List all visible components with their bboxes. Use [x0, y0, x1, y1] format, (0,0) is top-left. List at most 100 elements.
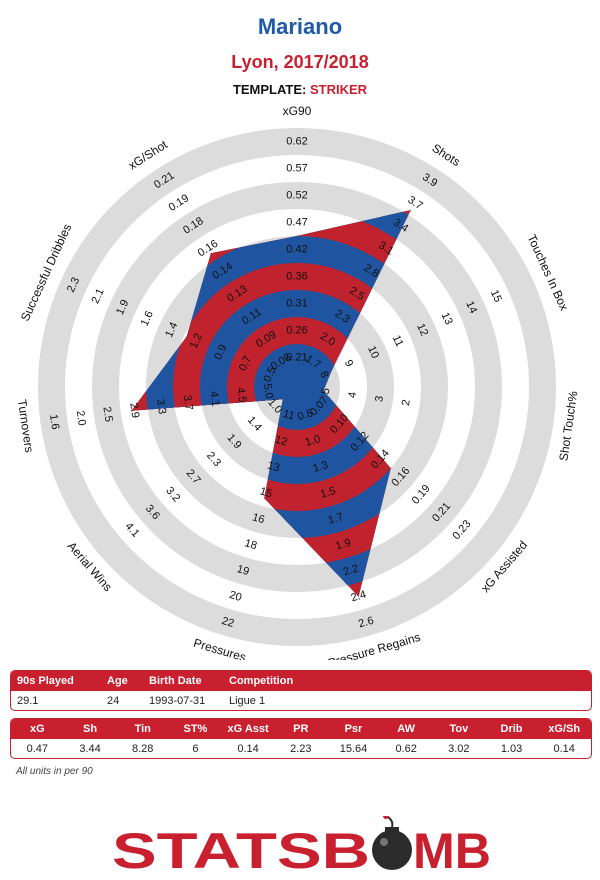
tick-label: 1.2	[188, 332, 205, 351]
tick-label: 0.52	[286, 189, 307, 201]
tick-label: 1.9	[334, 537, 352, 553]
tick-label: 2.6	[357, 615, 375, 631]
header-xg-sh: xG/Sh	[548, 723, 581, 735]
tick-label: 0.26	[286, 324, 307, 336]
tick-label: 11	[390, 333, 406, 348]
stats-value-row: 0.47 3.44 8.28 6 0.14 2.23 15.64 0.62 3.…	[11, 739, 591, 758]
tick-label: 16	[251, 511, 266, 526]
tick-label: 4.1	[122, 520, 141, 539]
tick-label: 2.5	[100, 406, 114, 423]
stats-table: xG Sh Tin ST% xG Asst PR Psr AW Tov Drib…	[10, 718, 592, 759]
value-xg-sh: 0.14	[553, 742, 575, 755]
tick-label: 2.2	[342, 563, 360, 579]
value-90s-played: 29.1	[17, 694, 39, 707]
tick-label: 0.42	[286, 243, 307, 255]
tick-label: 1.7	[327, 511, 345, 527]
tick-label: 15	[258, 485, 273, 500]
radar-point	[358, 596, 360, 598]
value-competition: Ligue 1	[229, 694, 266, 707]
tick-label: 12	[274, 434, 289, 449]
header-birth-date: Birth Date	[149, 675, 202, 687]
value-drib: 1.03	[500, 742, 523, 755]
units-footnote: All units in per 90	[16, 766, 93, 777]
player-name: Mariano	[257, 14, 343, 39]
summary-value-row: 29.1 24 1993-07-31 Ligue 1	[11, 691, 591, 710]
tick-label: 12	[414, 322, 430, 338]
logo-text-left: STATSB	[112, 823, 370, 876]
tick-label: 2.9	[127, 402, 141, 419]
tick-label: 13	[439, 311, 455, 327]
tick-label: 1.9	[114, 298, 131, 317]
template-label: TEMPLATE:	[232, 82, 307, 97]
tick-label: 2.3	[204, 450, 223, 469]
tick-label: 10	[365, 344, 381, 360]
radar-chart: 0.210.260.310.360.420.470.520.570.62xG90…	[15, 104, 581, 660]
value-tov: 3.02	[448, 742, 470, 755]
header-90s-played: 90s Played	[17, 675, 74, 687]
summary-table: 90s Played Age Birth Date Competition 29…	[10, 670, 592, 711]
tick-label: 3.7	[405, 194, 424, 212]
tick-label: 18	[243, 537, 258, 552]
value-st-pct: 6	[192, 742, 199, 755]
value-sh: 3.44	[79, 742, 101, 755]
tick-label: 2	[400, 399, 413, 407]
team-season: Lyon, 2017/2018	[231, 52, 369, 72]
tick-label: 2.0	[74, 410, 88, 427]
tick-label: 0.5	[261, 365, 278, 384]
tick-label: 15	[488, 288, 504, 304]
tick-label: 0.47	[286, 216, 307, 228]
header-tov: Tov	[449, 723, 469, 735]
radar-point	[210, 252, 212, 254]
tick-label: 1.4	[245, 414, 264, 433]
tick-label: 1.3	[311, 459, 329, 475]
radar-band	[281, 371, 313, 403]
ring-grey	[38, 128, 556, 646]
header-xg-asst: xG Asst	[227, 723, 269, 735]
tick-label: 5.0	[261, 383, 275, 400]
template-line: TEMPLATE: STRIKER	[0, 82, 600, 97]
tick-label: 11	[282, 408, 296, 423]
tick-label: 1.6	[47, 413, 61, 430]
tick-label: 3.3	[154, 398, 168, 415]
header-age: Age	[107, 675, 128, 687]
tick-label: 0.62	[286, 135, 307, 147]
tick-label: 0.23	[450, 518, 473, 542]
tick-label: 1.5	[319, 485, 337, 501]
tick-label: 3.7	[181, 394, 195, 411]
radar-point	[296, 235, 298, 237]
tick-label: 0.19	[167, 192, 192, 214]
tick-label: 0.31	[286, 297, 307, 309]
tick-label: 0.57	[286, 162, 307, 174]
tick-label: 4.1	[207, 390, 221, 407]
value-aw: 0.62	[395, 742, 417, 755]
tick-label: 19	[235, 563, 250, 578]
tick-label: 2.4	[350, 589, 368, 605]
axis-name: Shot Touch%	[556, 390, 580, 462]
value-age: 24	[107, 694, 120, 707]
radar-point	[282, 398, 284, 400]
tick-label: 5	[320, 387, 333, 395]
header-aw: AW	[397, 723, 416, 735]
radar-point	[131, 410, 132, 412]
tick-label: 4	[346, 391, 359, 399]
tick-label: 2.1	[89, 287, 106, 306]
tick-label: 0.8	[296, 407, 314, 423]
logo-text-right: MB	[413, 823, 491, 876]
tick-label: 13	[266, 460, 281, 475]
header-psr: Psr	[344, 723, 363, 735]
value-xg: 0.47	[26, 742, 49, 755]
radar-point	[186, 336, 188, 338]
radar-point	[410, 209, 412, 211]
template-value: STRIKER	[309, 82, 368, 97]
axis-name: Shots	[429, 141, 462, 169]
tick-label: 0.19	[410, 483, 433, 507]
header-sh: Sh	[83, 723, 98, 735]
tick-label: 8	[317, 369, 330, 380]
stats-header-row: xG Sh Tin ST% xG Asst PR Psr AW Tov Drib…	[11, 719, 591, 739]
header-drib: Drib	[500, 723, 523, 735]
tick-label: 0.21	[286, 351, 307, 363]
header-st-pct: ST%	[183, 723, 208, 735]
tick-label: 2.3	[65, 276, 82, 295]
tick-label: 3.2	[163, 485, 182, 504]
tick-label: 14	[463, 299, 479, 315]
